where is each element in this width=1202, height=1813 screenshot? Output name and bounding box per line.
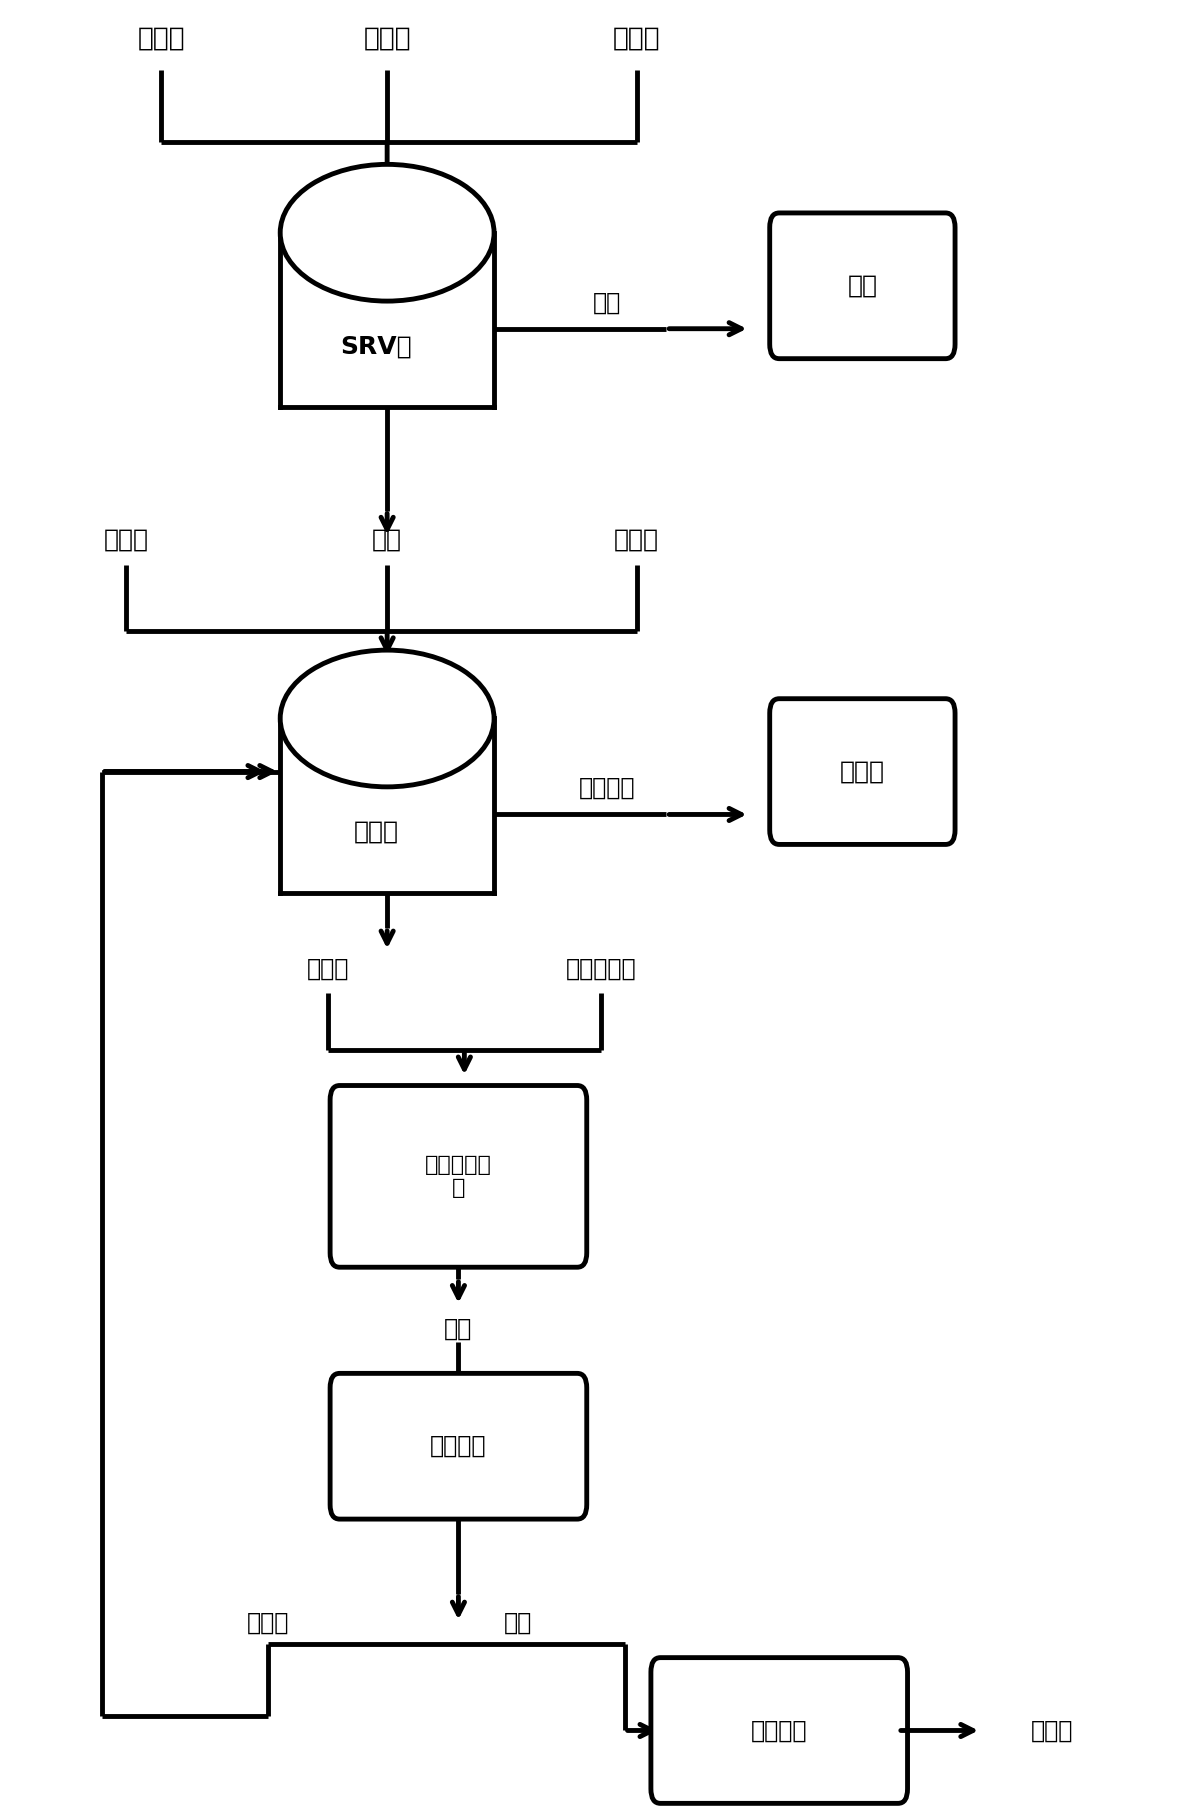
Text: 四氯化钛: 四氯化钛 — [578, 776, 635, 800]
FancyBboxPatch shape — [331, 1374, 587, 1519]
Text: 钓铁矿: 钓铁矿 — [137, 25, 185, 53]
Bar — [280, 232, 494, 408]
FancyBboxPatch shape — [769, 698, 956, 845]
Text: SRV炉: SRV炉 — [340, 334, 412, 359]
Text: 生铁: 生铁 — [593, 290, 621, 314]
Text: 白云石: 白云石 — [613, 25, 660, 53]
Text: 氯化炉: 氯化炉 — [353, 819, 399, 843]
Bar — [280, 718, 494, 894]
Text: 钓渣: 钓渣 — [373, 528, 403, 553]
Text: 蒸发结晶: 蒸发结晶 — [751, 1719, 808, 1742]
Ellipse shape — [280, 651, 494, 787]
Text: 蒸发结晶: 蒸发结晶 — [430, 1434, 487, 1458]
Text: 滤液: 滤液 — [445, 1316, 472, 1340]
FancyBboxPatch shape — [331, 1086, 587, 1267]
FancyBboxPatch shape — [769, 212, 956, 359]
Text: 尾气喷淋液: 尾气喷淋液 — [566, 957, 636, 981]
Ellipse shape — [280, 165, 494, 301]
Text: 盐钛渣: 盐钛渣 — [307, 957, 349, 981]
Text: 氯化钓: 氯化钓 — [103, 528, 148, 553]
Text: 无烟煎: 无烟煎 — [363, 25, 411, 53]
Text: 钛白粉: 钛白粉 — [840, 760, 885, 783]
FancyBboxPatch shape — [651, 1657, 908, 1804]
Text: 氯化钙: 氯化钙 — [1031, 1719, 1073, 1742]
Text: 落鄂中和压
滤: 落鄂中和压 滤 — [426, 1155, 492, 1198]
Text: 石油焦: 石油焦 — [614, 528, 659, 553]
Text: 炼钢: 炼钢 — [847, 274, 877, 297]
Text: 氯化钠: 氯化钠 — [248, 1612, 290, 1635]
Text: 母液: 母液 — [504, 1612, 532, 1635]
